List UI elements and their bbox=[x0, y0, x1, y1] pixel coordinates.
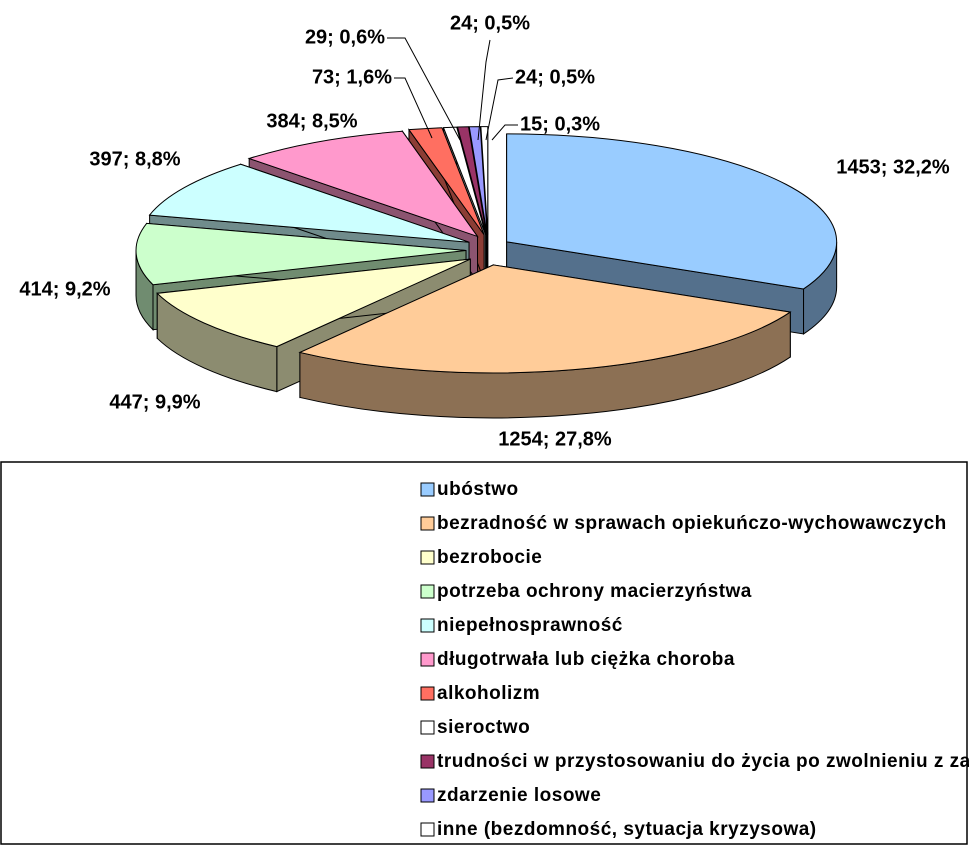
legend-swatch bbox=[420, 516, 435, 531]
data-label: 397; 8,8% bbox=[89, 148, 180, 170]
slice bbox=[442, 126, 487, 235]
leader-line bbox=[491, 124, 518, 141]
leader-line bbox=[485, 77, 514, 141]
legend-swatch bbox=[420, 788, 435, 803]
slice bbox=[156, 258, 471, 348]
legend-swatch bbox=[420, 754, 435, 769]
data-label: 1254; 27,8% bbox=[498, 428, 612, 450]
slice bbox=[408, 127, 485, 236]
legend-label: sieroctwo bbox=[437, 717, 530, 738]
data-label: 384; 8,5% bbox=[266, 110, 357, 132]
legend-label: długotrwała lub ciężka choroba bbox=[437, 649, 735, 670]
legend-box bbox=[0, 461, 968, 845]
data-label: 447; 9,9% bbox=[109, 391, 200, 413]
slice bbox=[298, 264, 792, 374]
legend-swatch bbox=[420, 686, 435, 701]
data-label: 15; 0,3% bbox=[520, 113, 600, 135]
legend-swatch bbox=[420, 584, 435, 599]
legend-swatch bbox=[420, 482, 435, 497]
slice bbox=[148, 163, 470, 243]
legend-label: inne (bezdomność, sytuacja kryzysowa) bbox=[437, 819, 817, 840]
data-label: 24; 0,5% bbox=[450, 12, 530, 34]
slice bbox=[135, 222, 467, 286]
legend-label: bezrobocie bbox=[437, 547, 542, 568]
legend-label: potrzeba ochrony macierzyństwa bbox=[437, 581, 752, 602]
slice bbox=[456, 126, 487, 235]
legend-swatch bbox=[420, 618, 435, 633]
data-label: 1453; 32,2% bbox=[836, 156, 950, 178]
slice bbox=[480, 126, 489, 235]
legend-swatch bbox=[420, 652, 435, 667]
data-label: 414; 9,2% bbox=[19, 278, 110, 300]
leader-line bbox=[387, 37, 461, 141]
legend-label: bezradność w sprawach opiekuńczo-wychowa… bbox=[437, 513, 947, 534]
legend-label: alkoholizm bbox=[437, 683, 540, 704]
legend-label: ubóstwo bbox=[437, 479, 519, 500]
legend-label: niepełnosprawność bbox=[437, 615, 623, 636]
data-label: 24; 0,5% bbox=[515, 66, 595, 88]
legend-label: zdarzenie losowe bbox=[437, 785, 601, 806]
legend-swatch bbox=[420, 550, 435, 565]
legend-swatch bbox=[420, 822, 435, 837]
leader-line bbox=[394, 77, 433, 139]
legend-label: trudności w przystosowaniu do życia po z… bbox=[437, 751, 969, 772]
legend: ubóstwo bezradność w sprawach opiekuńczo-… bbox=[420, 479, 969, 840]
legend-swatch bbox=[420, 720, 435, 735]
data-label: 29; 0,6% bbox=[305, 26, 385, 48]
leader-line bbox=[477, 39, 491, 141]
slice bbox=[468, 126, 488, 235]
slice bbox=[506, 133, 838, 290]
data-label: 73; 1,6% bbox=[312, 66, 392, 88]
slice bbox=[247, 130, 479, 238]
